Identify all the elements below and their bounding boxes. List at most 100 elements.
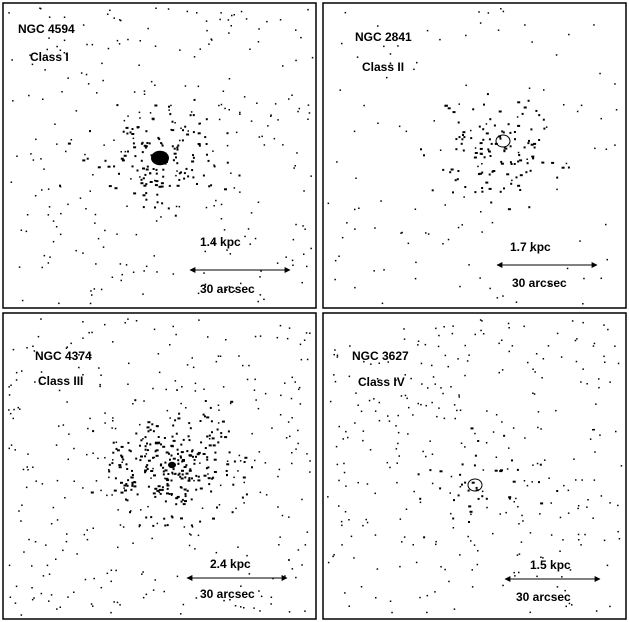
source-dot [481,190,484,193]
source-dot [180,477,184,480]
source-dot [184,495,187,498]
source-dot [86,538,89,541]
source-dot [70,342,72,345]
source-dot [197,451,201,454]
source-dot [155,180,159,183]
source-dot [514,575,516,577]
source-dot [513,131,516,133]
source-dot [240,282,242,285]
source-dot [10,181,13,183]
source-dot [594,451,596,453]
source-dot [31,587,33,589]
source-dot [462,149,465,152]
source-dot [259,491,262,494]
source-dot [295,59,297,62]
source-dot [290,397,293,400]
source-dot [201,507,204,509]
source-dot [95,480,98,482]
source-dot [235,507,237,510]
source-dot [464,344,466,347]
source-dot [254,459,256,462]
source-dot [169,344,171,346]
source-dot [91,43,94,46]
source-dot [155,454,159,457]
physical-scale: 1.4 kpc [200,235,241,249]
source-dot [541,377,543,379]
source-dot [127,441,130,444]
source-dot [248,364,250,367]
source-dot [134,155,137,158]
source-dot [178,205,181,208]
source-dot [563,104,565,106]
source-dot [126,484,129,487]
source-dot [204,136,207,139]
source-dot [225,339,227,341]
source-dot [199,420,202,422]
source-dot [26,466,28,468]
source-dot [291,94,293,96]
source-dot [212,444,216,447]
source-dot [226,463,230,466]
source-dot [488,138,491,141]
source-dot [502,131,505,134]
source-dot [135,457,138,460]
source-dot [146,442,148,445]
source-dot [279,324,282,327]
source-dot [156,522,159,525]
source-dot [403,536,406,538]
source-dot [403,338,406,340]
source-dot [157,136,160,139]
source-dot [168,184,171,187]
source-dot [183,172,186,175]
source-dot [535,109,538,112]
source-dot [160,464,162,466]
source-dot [192,455,194,458]
source-dot [120,19,122,22]
source-dot [207,159,210,162]
source-dot [400,395,403,397]
source-dot [516,116,519,118]
source-dot [518,523,520,525]
source-dot [348,605,350,607]
source-dot [452,527,455,529]
galaxy-name: NGC 2841 [355,30,412,44]
source-dot [447,107,451,110]
source-dot [70,139,73,141]
source-dot [162,470,165,473]
source-dot [176,170,178,172]
source-dot [302,225,304,227]
source-dot [499,137,502,140]
source-dot [518,553,521,555]
source-dot [224,436,228,439]
source-dot [207,466,210,469]
source-dot [599,72,601,75]
source-dot [82,337,84,339]
source-dot [311,56,314,59]
source-dot [42,575,45,577]
source-dot [556,332,559,335]
source-dot [102,246,105,248]
source-dot [78,354,80,356]
source-dot [338,505,340,507]
source-dot [155,172,158,175]
source-dot [464,481,467,484]
source-dot [593,24,595,26]
source-dot [380,200,382,202]
source-dot [431,482,434,485]
source-dot [243,96,246,98]
source-dot [90,491,94,494]
source-dot [587,499,589,501]
source-dot [245,18,248,20]
source-dot [374,227,376,229]
source-dot [377,122,379,124]
source-dot [15,585,18,588]
source-dot [182,503,186,506]
source-dot [35,138,37,141]
source-dot [218,104,220,107]
source-dot [523,325,525,328]
source-dot [583,277,585,280]
source-dot [543,89,545,91]
source-dot [150,477,152,479]
source-dot [245,493,248,496]
source-dot [162,445,166,448]
